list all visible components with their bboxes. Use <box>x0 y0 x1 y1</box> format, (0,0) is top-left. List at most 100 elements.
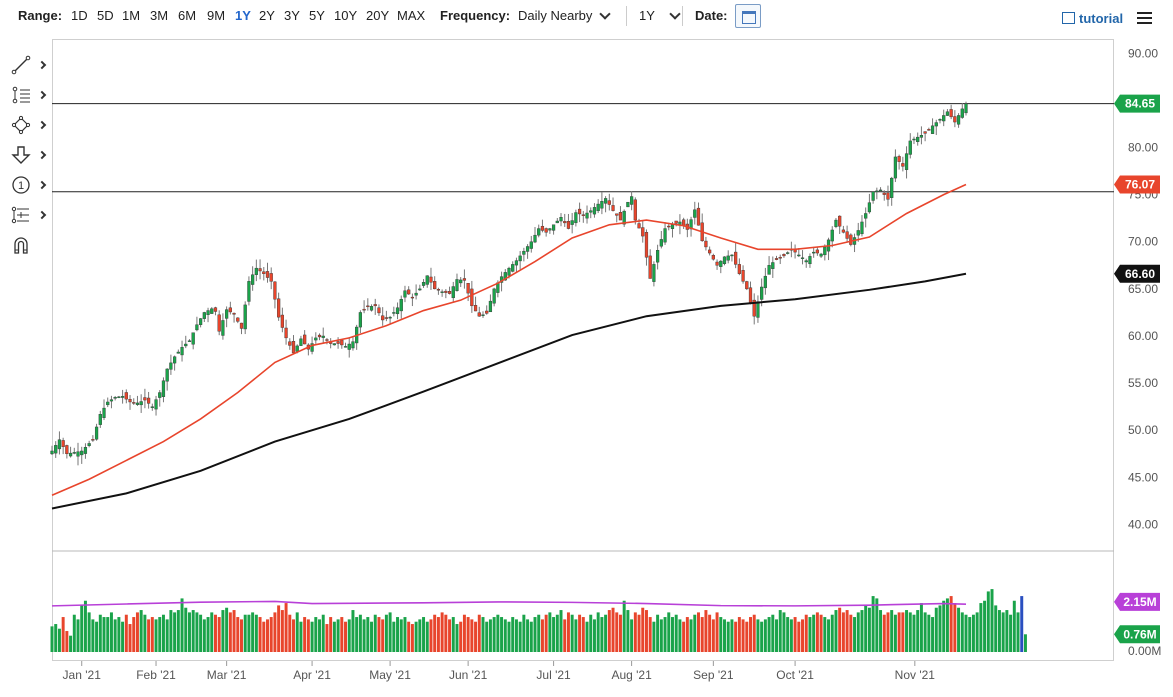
hamburger-menu-icon[interactable] <box>1137 12 1152 24</box>
magnet-tool[interactable] <box>8 232 48 258</box>
volume-bar <box>299 621 303 652</box>
sma-50-badge: 76.07 <box>1114 175 1160 194</box>
volume-bar <box>566 612 570 652</box>
number-marker-tool[interactable]: 1 <box>8 172 48 198</box>
arrow-tool[interactable] <box>8 142 48 168</box>
volume-bar <box>893 614 897 652</box>
volume-bar <box>306 619 310 652</box>
candle-down <box>648 255 652 279</box>
candle-up <box>537 228 541 236</box>
tutorial-link[interactable]: tutorial <box>1062 11 1123 26</box>
range-max-button[interactable]: MAX <box>397 8 426 23</box>
candle-up <box>659 239 663 247</box>
range-2y-button[interactable]: 2Y <box>259 8 275 23</box>
candle-up <box>693 209 697 218</box>
volume-bar <box>147 619 151 652</box>
range-20y-button[interactable]: 20Y <box>366 8 390 23</box>
price-axis-label: 55.00 <box>1128 376 1158 390</box>
volume-bar <box>1005 610 1009 652</box>
range-3y-button[interactable]: 3Y <box>284 8 300 23</box>
frequency-dropdown[interactable]: Daily Nearby <box>518 8 612 23</box>
volume-bar <box>537 614 541 652</box>
volume-bar <box>871 596 875 652</box>
range-9m-button[interactable]: 9M <box>207 8 226 23</box>
volume-bar <box>945 598 949 652</box>
shape-tool[interactable] <box>8 112 48 138</box>
candle-up <box>254 267 258 275</box>
candle-down <box>782 254 786 257</box>
volume-bar <box>656 614 660 652</box>
sma-200-badge-shape <box>1114 264 1160 283</box>
period-dropdown[interactable]: 1Y <box>639 8 681 23</box>
candle-up <box>165 368 169 382</box>
volume-bar <box>737 617 741 652</box>
toolbar-divider <box>626 6 627 26</box>
candle-up <box>102 407 106 418</box>
volume-bar <box>139 610 143 652</box>
calendar-icon[interactable] <box>735 4 761 28</box>
volume-bar <box>990 589 994 652</box>
volume-bar <box>106 617 110 652</box>
volume-bar <box>700 617 704 652</box>
volume-bar <box>80 605 84 652</box>
volume-average-line <box>51 600 967 607</box>
measure-tool[interactable] <box>8 202 48 228</box>
volume-bar <box>50 626 54 652</box>
candle-up <box>72 452 76 454</box>
candle-down <box>540 225 545 231</box>
candle-up <box>767 265 771 275</box>
fibonacci-tool[interactable] <box>8 82 48 108</box>
candle-down <box>544 228 548 233</box>
volume-bar <box>314 617 318 652</box>
price-axis-label: 90.00 <box>1128 46 1158 60</box>
volume-bar <box>618 614 622 652</box>
range-6m-button[interactable]: 6M <box>178 8 197 23</box>
range-3m-button[interactable]: 3M <box>150 8 169 23</box>
volume-bar <box>143 614 147 652</box>
candle-down <box>381 315 385 321</box>
last-price-badge-text: 84.65 <box>1125 97 1155 111</box>
x-axis-label: Jun '21 <box>449 668 488 682</box>
candle-up <box>80 450 84 456</box>
range-1m-button[interactable]: 1M <box>122 8 141 23</box>
candle-down <box>143 397 147 401</box>
candle-down <box>217 314 221 332</box>
volume-bar <box>864 605 868 652</box>
candle-up <box>421 282 426 286</box>
volume-bar <box>210 612 214 652</box>
volume-bar <box>292 619 295 652</box>
candle-up <box>956 115 961 125</box>
line-tool[interactable] <box>8 52 48 78</box>
volume-bar <box>470 619 474 652</box>
volume-bar <box>860 610 864 652</box>
candle-up <box>87 443 91 446</box>
toolbar: Range: 1D 5D 1M 3M 6M 9M 1Y 2Y 3Y 5Y 10Y… <box>0 0 1173 34</box>
sma-50-badge-shape <box>1114 175 1160 194</box>
svg-text:1: 1 <box>18 180 24 192</box>
candle-down <box>277 298 281 318</box>
volume-bar <box>670 617 674 652</box>
x-axis-label: Nov '21 <box>895 668 936 682</box>
range-1y-button[interactable]: 1Y <box>235 8 251 23</box>
volume-bar <box>65 631 69 652</box>
candle-up <box>135 402 140 405</box>
range-5d-button[interactable]: 5D <box>97 8 114 23</box>
last-volume-badge: 0.76M <box>1114 625 1160 644</box>
range-10y-button[interactable]: 10Y <box>334 8 358 23</box>
number-marker-icon: 1 <box>12 176 30 194</box>
volume-bar <box>321 614 325 652</box>
candle-down <box>236 317 240 322</box>
range-1d-button[interactable]: 1D <box>71 8 88 23</box>
price-axis-label: 65.00 <box>1128 282 1158 296</box>
volume-bar <box>69 635 73 652</box>
volume-bar <box>1009 614 1013 652</box>
volume-bar <box>399 619 403 652</box>
candle-down <box>280 314 284 328</box>
volume-bar <box>648 617 652 652</box>
chart-frame[interactable] <box>52 39 1114 661</box>
candle-up <box>503 272 507 281</box>
volume-bar <box>715 612 719 652</box>
range-5y-button[interactable]: 5Y <box>309 8 325 23</box>
candle-up <box>481 314 485 316</box>
